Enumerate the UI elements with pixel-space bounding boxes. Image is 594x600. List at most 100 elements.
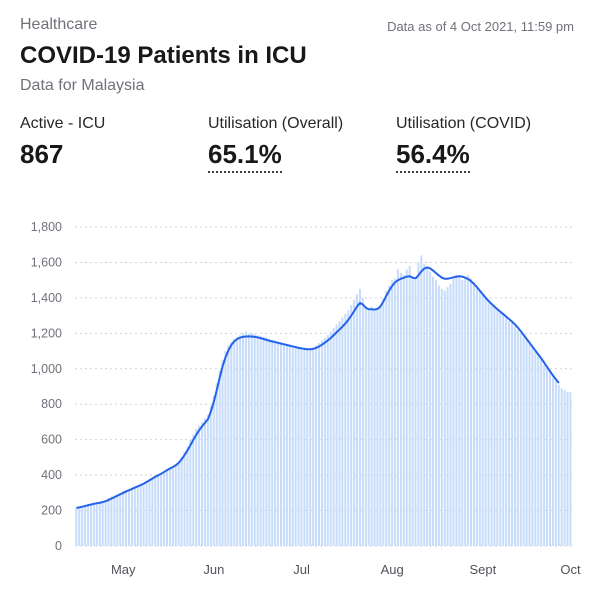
moving-average-line — [76, 266, 560, 509]
bar — [318, 343, 321, 546]
bar — [338, 320, 341, 546]
bar — [297, 346, 300, 546]
bar — [133, 486, 136, 546]
bar — [189, 439, 192, 546]
y-tick-label: 400 — [41, 468, 62, 482]
bar — [440, 289, 443, 546]
bar — [396, 269, 399, 546]
bar — [241, 333, 245, 546]
bar — [420, 255, 423, 546]
bar — [563, 390, 566, 546]
bar — [309, 348, 312, 546]
bar — [89, 503, 92, 546]
bar — [496, 308, 499, 546]
bar — [84, 505, 87, 546]
bar — [356, 294, 359, 546]
bar — [519, 333, 522, 546]
bar — [277, 341, 280, 546]
bar — [215, 382, 218, 546]
bar — [303, 347, 306, 546]
bar — [522, 336, 525, 546]
y-axis: 0 200 400 600 800 1,000 1,200 1,400 1,600 1,800 — [31, 220, 62, 553]
stat-label: Active - ICU — [20, 115, 106, 132]
bar — [446, 287, 449, 546]
stat-value-tooltip-trigger[interactable]: 56.4% — [396, 139, 470, 173]
bar — [411, 276, 414, 546]
y-tick-label: 1,800 — [31, 220, 62, 234]
bar — [265, 337, 268, 546]
bar — [122, 491, 125, 546]
bar — [361, 297, 364, 546]
bar — [206, 414, 209, 546]
x-tick-label: May — [111, 562, 136, 577]
bar — [233, 338, 236, 546]
bar — [75, 507, 78, 546]
bar — [402, 274, 405, 546]
bar — [306, 348, 309, 546]
bar — [130, 487, 133, 546]
bar — [168, 468, 171, 546]
bar — [192, 434, 195, 546]
x-tick-label: Jul — [293, 562, 310, 577]
bar — [87, 504, 90, 546]
bar — [300, 347, 303, 546]
bar — [268, 338, 271, 546]
bar — [548, 372, 551, 546]
bar — [505, 317, 508, 546]
bar — [256, 335, 259, 546]
bar — [271, 339, 274, 546]
bar — [230, 342, 233, 546]
stat-utilisation-covid[interactable]: Utilisation (COVID) 56.4% — [396, 115, 531, 173]
bar — [171, 467, 174, 546]
bar — [227, 345, 230, 546]
bar — [370, 306, 373, 546]
bar — [493, 304, 496, 546]
bar — [417, 262, 420, 546]
bar — [221, 359, 224, 546]
bar — [540, 359, 543, 546]
bar — [224, 351, 227, 546]
stat-value-tooltip-trigger[interactable]: 65.1% — [208, 139, 282, 173]
bar — [358, 289, 361, 546]
bar — [262, 336, 265, 546]
bar — [282, 343, 285, 546]
bar — [101, 500, 104, 546]
bar — [201, 421, 204, 546]
bar — [239, 335, 242, 546]
bar — [110, 496, 113, 546]
bar — [353, 299, 356, 546]
bar — [180, 457, 183, 546]
bar — [455, 274, 458, 546]
bar — [434, 280, 437, 546]
bar — [543, 365, 546, 546]
bar — [203, 418, 207, 546]
stat-utilisation-overall[interactable]: Utilisation (Overall) 65.1% — [208, 115, 343, 173]
bar — [165, 469, 169, 546]
y-tick-label: 600 — [41, 433, 62, 447]
bar — [186, 446, 189, 546]
page-subtitle: Data for Malaysia — [20, 77, 145, 94]
bar — [508, 320, 511, 546]
bar — [145, 481, 148, 546]
bar — [437, 285, 440, 546]
bar — [554, 381, 557, 546]
icu-chart[interactable]: 0 200 400 600 800 1,000 1,200 1,400 1,600 1,800 M… — [0, 200, 594, 590]
bar — [116, 494, 119, 546]
bar — [414, 280, 417, 546]
bar — [525, 340, 528, 546]
page-title: COVID-19 Patients in ICU — [20, 42, 307, 69]
bar — [490, 303, 493, 546]
bar — [551, 377, 554, 546]
bar — [429, 271, 432, 546]
bar — [142, 483, 145, 546]
bar — [107, 498, 110, 546]
stat-value: 867 — [20, 139, 64, 169]
y-tick-label: 1,600 — [31, 255, 62, 269]
bar — [127, 489, 130, 546]
y-tick-label: 1,200 — [31, 326, 62, 340]
bar — [320, 340, 323, 546]
bar — [399, 273, 402, 546]
bar — [423, 264, 426, 546]
bar — [376, 307, 379, 546]
bar — [344, 313, 347, 546]
